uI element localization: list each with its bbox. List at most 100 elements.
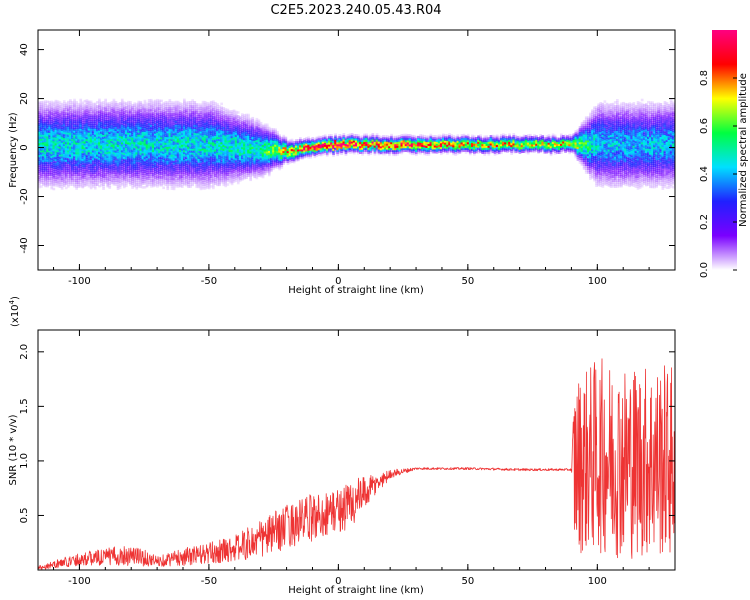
heatmap-cell (154, 127, 157, 130)
heatmap-cell (280, 150, 284, 154)
heatmap-cell (241, 176, 244, 179)
heatmap-cell (114, 173, 118, 177)
heatmap-cell (187, 126, 190, 130)
heatmap-cell (307, 142, 310, 145)
heatmap-cell (174, 124, 178, 127)
heatmap-cell (212, 135, 215, 139)
heatmap-cell (319, 147, 323, 151)
heatmap-cell (236, 156, 240, 159)
heatmap-cell (143, 158, 147, 162)
heatmap-cell (270, 127, 273, 131)
heatmap-cell (122, 179, 126, 183)
heatmap-cell (224, 123, 228, 127)
heatmap-cell (143, 164, 147, 167)
heatmap-cell (112, 133, 116, 137)
heatmap-cell (125, 137, 128, 140)
heatmap-cell (166, 154, 170, 157)
heatmap-cell (236, 126, 240, 130)
heatmap-cell (313, 151, 317, 155)
heatmap-cell (249, 166, 252, 170)
heatmap-cell (247, 158, 250, 162)
heatmap-cell (253, 153, 257, 157)
heatmap-cell (38, 178, 41, 181)
heatmap-cell (60, 142, 64, 145)
heatmap-cell (168, 159, 172, 163)
heatmap-cell (224, 119, 228, 123)
heatmap-cell (224, 180, 228, 184)
heatmap-cell (197, 173, 201, 177)
heatmap-cell (191, 175, 194, 179)
heatmap-cell (149, 104, 153, 108)
heatmap-cell (98, 100, 101, 104)
heatmap-cell (60, 106, 64, 110)
heatmap-cell (212, 149, 215, 152)
heatmap-cell (189, 130, 192, 133)
heatmap-cell (46, 155, 49, 158)
heatmap-cell (172, 175, 176, 179)
heatmap-cell (214, 147, 217, 150)
heatmap-cell (147, 171, 151, 175)
heatmap-cell (118, 108, 122, 111)
heatmap-cell (141, 143, 145, 146)
heatmap-cell (270, 137, 273, 141)
heatmap-cell (313, 155, 317, 159)
heatmap-cell (236, 142, 240, 146)
heatmap-cell (135, 183, 139, 186)
heatmap-cell (110, 124, 114, 128)
heatmap-cell (56, 145, 60, 149)
heatmap-cell (96, 114, 99, 118)
heatmap-cell (154, 129, 157, 132)
heatmap-cell (205, 119, 209, 123)
heatmap-cell (85, 103, 89, 106)
heatmap-cell (127, 134, 130, 137)
heatmap-cell (87, 173, 91, 176)
heatmap-cell (272, 149, 275, 153)
heatmap-cell (232, 164, 236, 167)
heatmap-cell (145, 137, 149, 141)
heatmap-cell (321, 145, 325, 148)
heatmap-cell (205, 139, 209, 142)
heatmap-cell (87, 180, 91, 184)
heatmap-cell (58, 156, 62, 159)
heatmap-cell (52, 123, 56, 126)
heatmap-cell (71, 159, 74, 163)
heatmap-cell (56, 118, 60, 121)
heatmap-cell (93, 163, 97, 166)
heatmap-cell (207, 118, 211, 121)
heatmap-cell (127, 120, 130, 123)
heatmap-cell (180, 185, 184, 188)
heatmap-cell (160, 176, 163, 179)
heatmap-cell (195, 183, 199, 187)
heatmap-cell (203, 185, 207, 188)
heatmap-cell (127, 149, 130, 153)
heatmap-cell (104, 167, 107, 170)
heatmap-cell (56, 153, 60, 156)
heatmap-cell (328, 136, 331, 139)
heatmap-cell (60, 124, 64, 127)
heatmap-cell (67, 139, 70, 143)
heatmap-cell (122, 185, 126, 189)
heatmap-cell (147, 134, 151, 137)
heatmap-cell (205, 176, 209, 179)
heatmap-cell (216, 122, 219, 126)
heatmap-cell (185, 146, 188, 150)
heatmap-cell (69, 101, 72, 104)
heatmap-cell (77, 177, 81, 180)
heatmap-cell (183, 108, 186, 111)
heatmap-cell (178, 133, 182, 137)
heatmap-cell (243, 125, 246, 129)
heatmap-cell (139, 169, 143, 173)
heatmap-cell (141, 137, 145, 140)
heatmap-cell (42, 177, 45, 180)
heatmap-cell (185, 103, 188, 107)
heatmap-cell (189, 128, 192, 131)
heatmap-cell (137, 177, 141, 180)
heatmap-cell (135, 104, 139, 108)
heatmap-cell (52, 158, 56, 161)
heatmap-cell (102, 110, 105, 114)
heatmap-cell (137, 175, 141, 178)
heatmap-cell (170, 146, 174, 149)
heatmap-cell (46, 106, 49, 109)
heatmap-cell (100, 178, 103, 181)
heatmap-cell (85, 134, 89, 138)
